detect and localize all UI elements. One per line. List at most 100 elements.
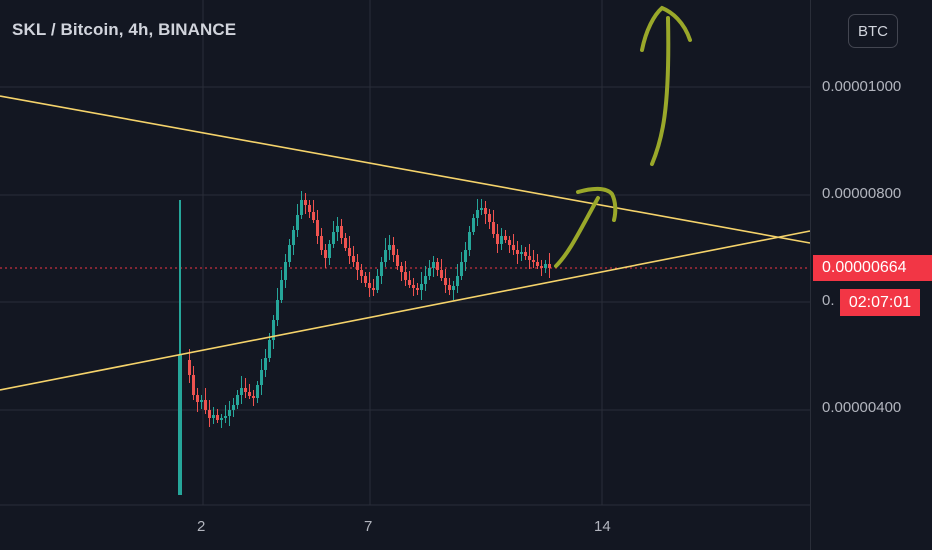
price-label-0.00000400: 0.00000400 — [822, 399, 902, 416]
bar-countdown-tag: 02:07:01 — [840, 289, 920, 316]
candle-body — [444, 278, 447, 285]
candle-body — [336, 226, 339, 232]
candle-body — [300, 200, 303, 215]
candle-body — [408, 280, 411, 285]
candle-body — [356, 262, 359, 270]
candle-body — [332, 232, 335, 244]
ascending-trendline — [0, 230, 811, 391]
candle-body — [240, 388, 243, 395]
candle-body — [272, 320, 275, 340]
candle-body — [320, 236, 323, 250]
candle-body — [380, 262, 383, 276]
candle-body — [340, 226, 343, 238]
current-price-tag: 0.00000664 — [813, 255, 932, 281]
candle-body — [296, 215, 299, 230]
candle-body — [448, 285, 451, 290]
candle-body — [232, 405, 235, 410]
candle-body — [540, 266, 543, 268]
candles — [178, 191, 551, 495]
candle-body — [192, 375, 195, 395]
candle-body — [428, 268, 431, 276]
candle-body — [328, 244, 331, 258]
candle-body — [220, 418, 223, 420]
candle-body — [436, 262, 439, 270]
candle-body — [280, 280, 283, 300]
candle-body — [548, 264, 551, 268]
candle-body — [268, 340, 271, 358]
candle-body — [440, 270, 443, 278]
candle-body — [404, 272, 407, 280]
candle-body — [528, 256, 531, 260]
long-arrow-shaft — [650, 16, 671, 166]
long-arrow-head — [640, 5, 692, 52]
candle-body — [516, 250, 519, 254]
candle-body — [476, 210, 479, 218]
candle-body — [208, 410, 211, 418]
candle-body — [392, 245, 395, 255]
short-arrow-head — [576, 186, 618, 222]
candle-body — [532, 260, 535, 262]
candle-body — [460, 262, 463, 276]
price-axis[interactable] — [810, 0, 932, 550]
candle-body — [244, 388, 247, 392]
candle-body — [348, 248, 351, 256]
candle-body — [252, 396, 255, 398]
price-label-0.00001000: 0.00001000 — [822, 78, 902, 95]
candle-body — [224, 416, 227, 418]
candle-body — [364, 276, 367, 283]
candle-body — [256, 385, 259, 398]
candle-body — [368, 283, 371, 288]
grid — [0, 0, 810, 506]
candle-body — [484, 208, 487, 214]
candle-body — [204, 400, 207, 410]
currency-button[interactable]: BTC — [848, 14, 898, 48]
candle-body — [188, 360, 191, 375]
candle-body — [304, 200, 307, 205]
candle-body — [372, 288, 375, 290]
candle-body — [324, 250, 327, 258]
candle-body — [520, 252, 523, 254]
candle-body — [384, 250, 387, 262]
candle-body — [452, 286, 455, 290]
candle-body — [424, 276, 427, 284]
date-label-7: 7 — [364, 518, 373, 535]
candle-body — [400, 266, 403, 272]
candle-body — [412, 285, 415, 288]
candle-body — [388, 245, 391, 250]
candle-body — [500, 236, 503, 244]
candle-body — [464, 250, 467, 262]
candle-body — [420, 284, 423, 290]
candle-body — [212, 415, 215, 418]
candle-body — [432, 262, 435, 268]
candle-body — [248, 392, 251, 396]
price-label-partial: 0. — [822, 292, 835, 309]
candle-body — [416, 288, 419, 290]
candle-body — [376, 276, 379, 290]
candle-body — [178, 355, 182, 495]
candle-body — [360, 270, 363, 276]
price-label-0.00000800: 0.00000800 — [822, 185, 902, 202]
date-label-14: 14 — [594, 518, 611, 535]
candle-body — [496, 234, 499, 244]
candle-body — [488, 214, 491, 222]
chart-title: SKL / Bitcoin, 4h, BINANCE — [12, 20, 237, 39]
short-arrow-shaft — [554, 196, 600, 268]
candle-body — [316, 220, 319, 236]
candle-body — [396, 255, 399, 266]
candle-body — [284, 262, 287, 280]
candle-body — [524, 252, 527, 256]
candle-body — [236, 395, 239, 405]
date-label-2: 2 — [197, 518, 206, 535]
candle-body — [312, 212, 315, 220]
candle-body — [492, 222, 495, 234]
candle-body — [308, 205, 311, 212]
candle-body — [228, 410, 231, 416]
candle-body — [508, 240, 511, 245]
candle-body — [292, 230, 295, 245]
candle-body — [504, 236, 507, 240]
chart-area[interactable]: SKL / Bitcoin, 4h, BINANCE — [0, 0, 811, 550]
candle-body — [512, 245, 515, 250]
descending-trendline — [0, 95, 811, 244]
drawings — [0, 5, 811, 391]
